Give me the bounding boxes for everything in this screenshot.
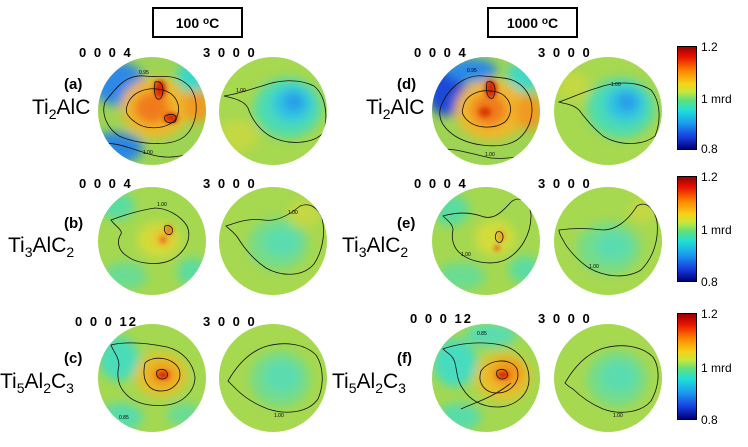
colorbar-max-label: 1.2 xyxy=(701,40,718,54)
phase-label-e: Ti3AlC2 xyxy=(342,234,409,261)
pole-figure-c-prism: 1.00 xyxy=(219,324,327,432)
pole-figure-d-basal: 0.95 1.00 xyxy=(432,57,540,165)
panel-tag-c: (c) xyxy=(64,350,83,367)
colorbar-row2 xyxy=(677,176,697,282)
colorbar-min-label: 0.8 xyxy=(701,413,718,427)
temp-unit: C xyxy=(548,14,559,31)
contour-label: 1.00 xyxy=(611,82,621,88)
colorbar-mid-label: 1 mrd xyxy=(701,361,732,375)
temp-degree: o xyxy=(203,16,210,27)
hkl-label-c-basal: 0 0 0 12 xyxy=(75,314,138,329)
contour-label: 1.00 xyxy=(288,210,298,216)
contour-label: 0.95 xyxy=(467,68,477,74)
hkl-label-a-prism: 3 0 0 0 xyxy=(203,45,257,60)
contour-label: 1.00 xyxy=(461,252,471,258)
temp-value: 100 xyxy=(175,14,200,31)
panel-tag-f: (f) xyxy=(397,350,412,367)
panel-tag-d: (d) xyxy=(397,76,417,93)
contour-label: 1.00 xyxy=(613,413,623,419)
contour-label: 0.85 xyxy=(119,415,129,421)
phase-label-d: Ti2AlC xyxy=(366,96,425,123)
panel-tag-b: (b) xyxy=(64,215,84,232)
pole-figure-c-basal: 0.85 xyxy=(98,324,206,432)
contour-label: 1.00 xyxy=(236,88,246,94)
pole-figure-e-basal: 1.00 xyxy=(432,187,540,295)
contour-label: 1.00 xyxy=(274,413,284,419)
hkl-label-f-basal: 0 0 0 12 xyxy=(410,311,473,326)
contour-label: 0.85 xyxy=(477,331,487,337)
hkl-label-a-basal: 0 0 0 4 xyxy=(79,45,133,60)
pole-figure-b-prism: 1.00 xyxy=(219,187,327,295)
pole-figure-d-prism: 1.00 xyxy=(554,57,662,165)
hkl-label-f-prism: 3 0 0 0 xyxy=(538,311,592,326)
temp-unit: C xyxy=(209,14,220,31)
contour-label: 1.00 xyxy=(157,202,167,208)
hkl-label-c-prism: 3 0 0 0 xyxy=(203,314,257,329)
contour-label: 0.95 xyxy=(139,70,149,76)
colorbar-max-label: 1.2 xyxy=(701,307,718,321)
phase-label-b: Ti3AlC2 xyxy=(8,234,75,261)
hkl-label-e-prism: 3 0 0 0 xyxy=(538,176,592,191)
hkl-label-d-basal: 0 0 0 4 xyxy=(414,45,468,60)
phase-label-a: Ti2AlC xyxy=(32,96,91,123)
colorbar-row3 xyxy=(677,313,697,420)
pole-figure-b-basal: 1.00 xyxy=(98,187,206,295)
pole-figure-a-prism: 1.00 xyxy=(219,57,327,165)
colorbar-row1 xyxy=(677,46,697,150)
pole-figure-f-basal: 0.85 xyxy=(432,324,540,432)
hkl-label-e-basal: 0 0 0 4 xyxy=(414,176,468,191)
colorbar-mid-label: 1 mrd xyxy=(701,92,732,106)
colorbar-min-label: 0.8 xyxy=(701,275,718,289)
contour-label: 1.00 xyxy=(143,150,153,156)
phase-label-c: Ti5Al2C3 xyxy=(0,370,74,397)
colorbar-max-label: 1.2 xyxy=(701,170,718,184)
pole-figure-e-prism: 1.00 xyxy=(554,187,662,295)
panel-tag-a: (a) xyxy=(64,76,83,93)
contour-label: 1.00 xyxy=(485,152,495,158)
colorbar-min-label: 0.8 xyxy=(701,142,718,156)
pole-figure-a-basal: 0.95 1.00 xyxy=(98,57,206,165)
pole-figure-f-prism: 1.00 xyxy=(554,324,662,432)
hkl-label-d-prism: 3 0 0 0 xyxy=(538,45,592,60)
temp-value: 1000 xyxy=(506,14,539,31)
contour-label: 1.00 xyxy=(589,264,599,270)
hkl-label-b-basal: 0 0 0 4 xyxy=(79,176,133,191)
temp-degree: o xyxy=(541,16,549,27)
panel-tag-e: (e) xyxy=(397,215,416,232)
phase-label-f: Ti5Al2C3 xyxy=(332,370,406,397)
hkl-label-b-prism: 3 0 0 0 xyxy=(203,176,257,191)
colorbar-mid-label: 1 mrd xyxy=(701,223,732,237)
